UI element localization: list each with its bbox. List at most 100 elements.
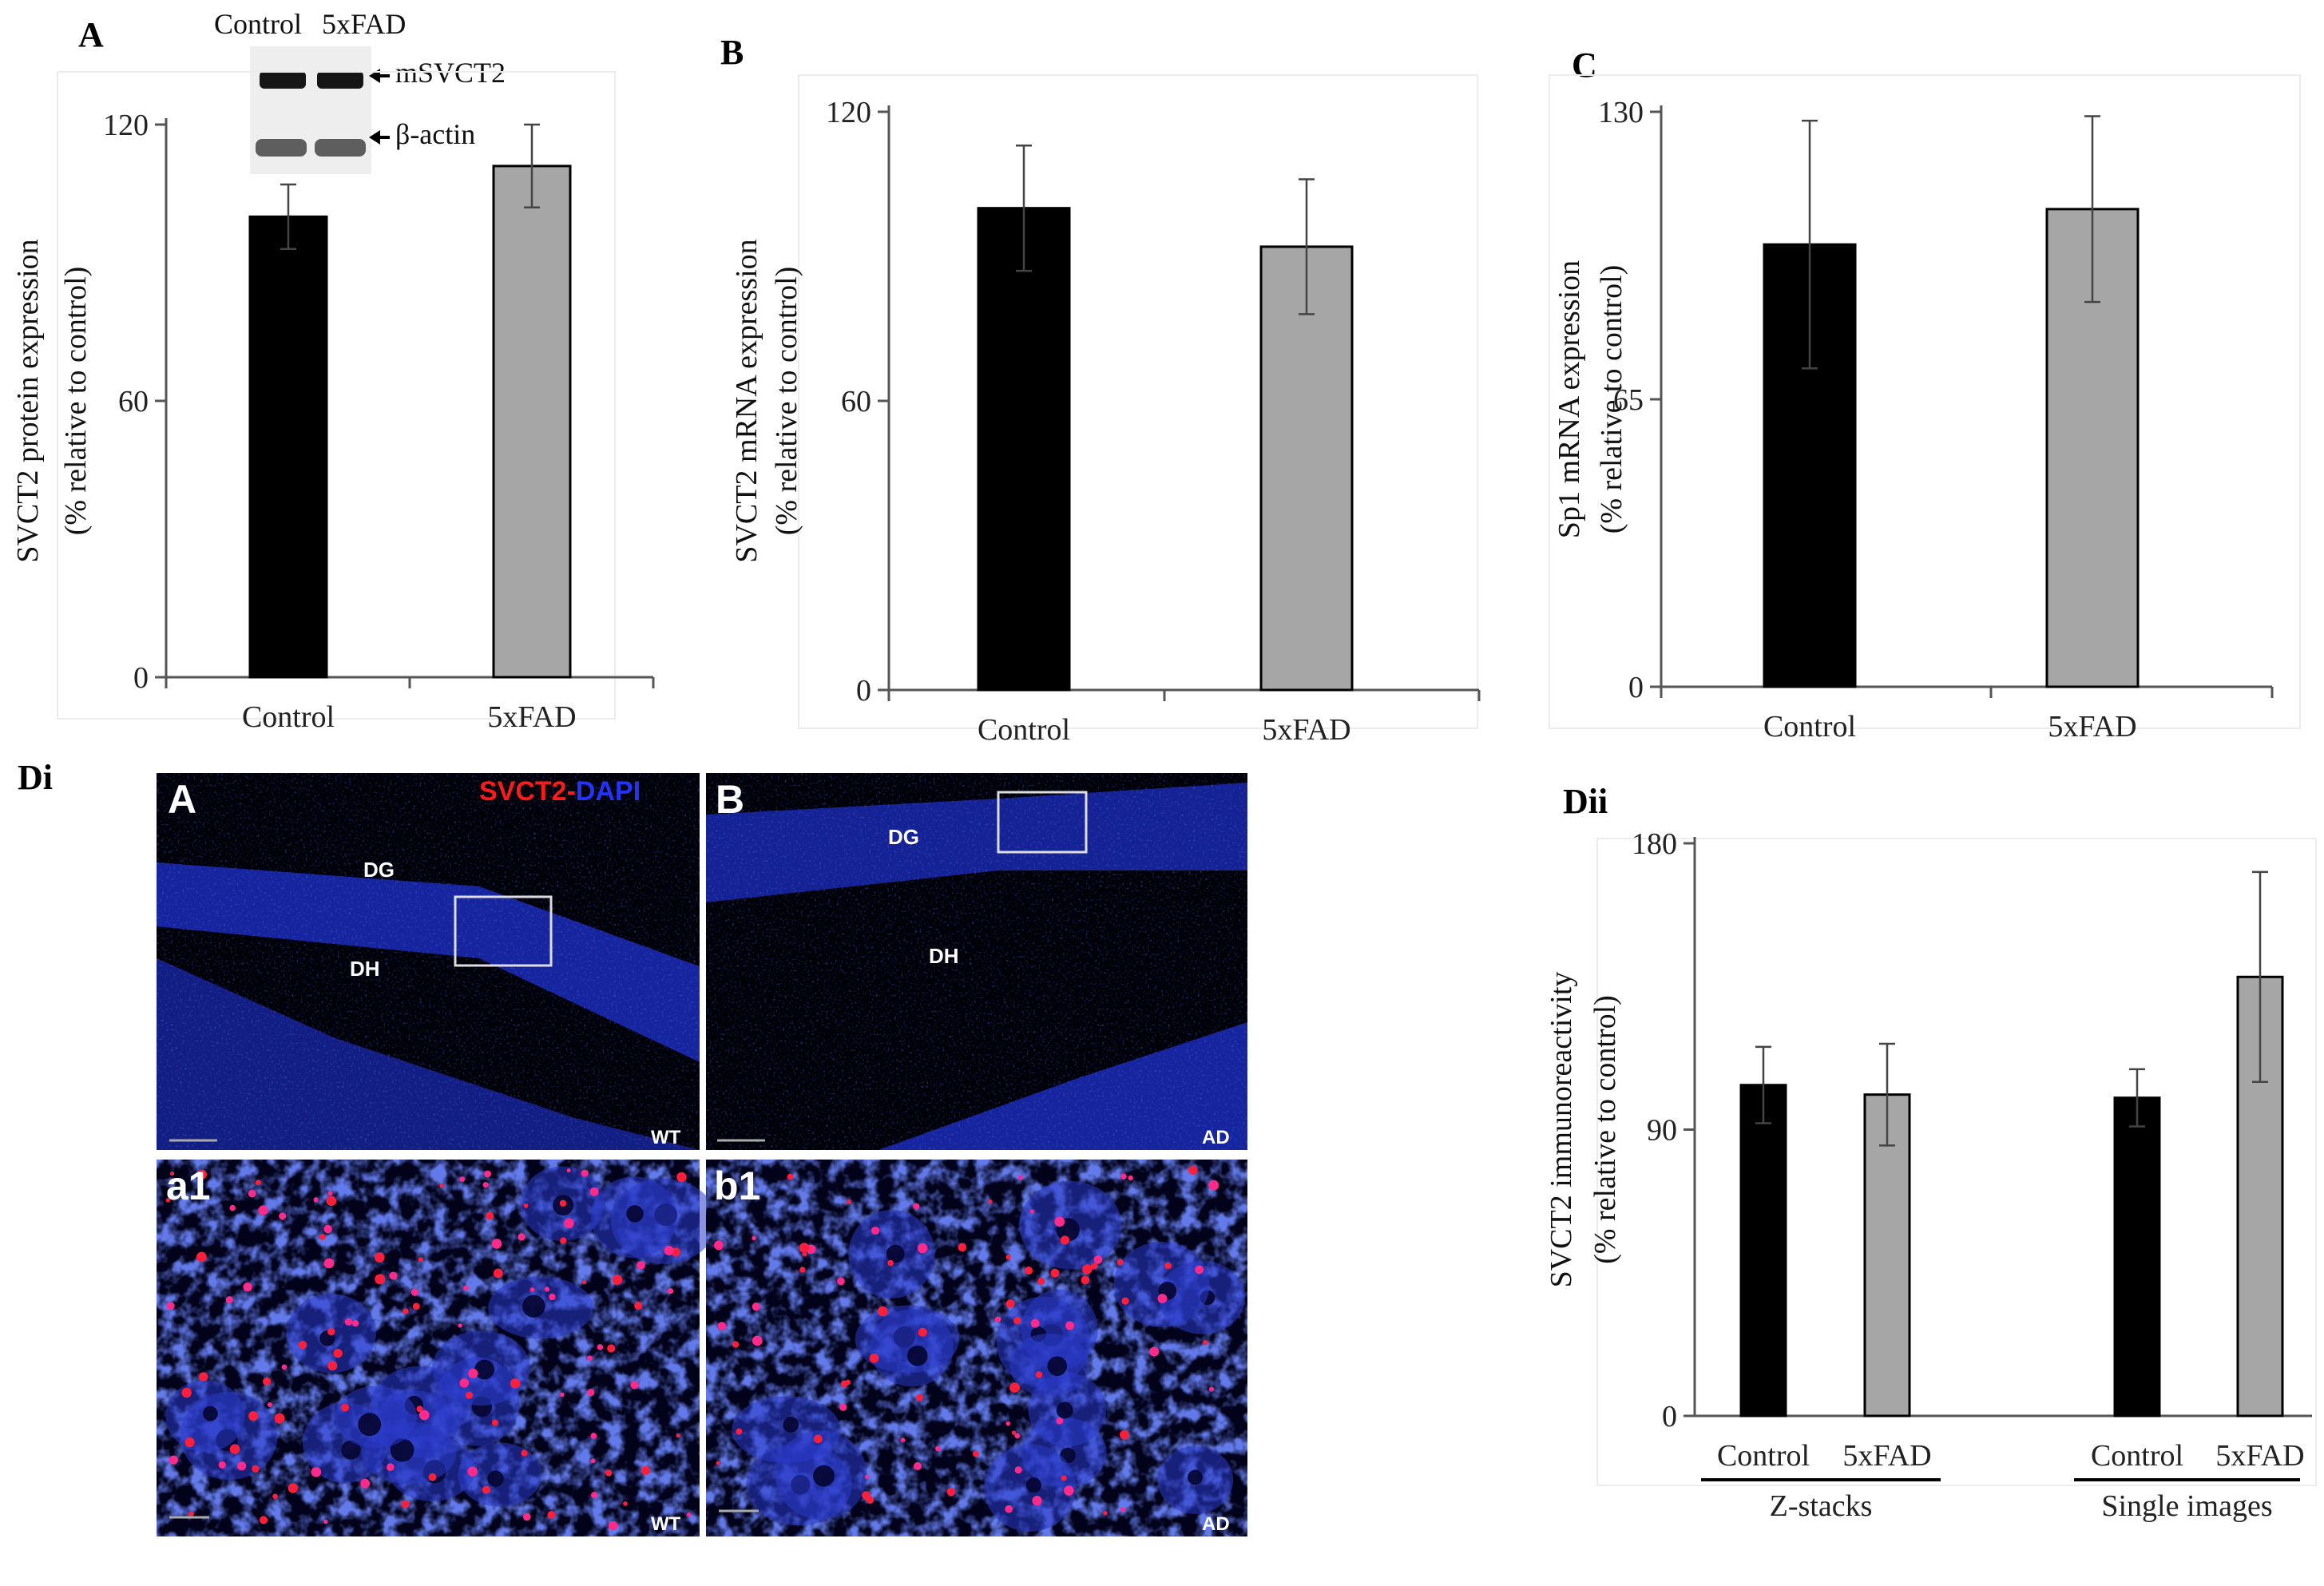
x-tick-label: 5xFAD	[2215, 1439, 2304, 1473]
blot-band-actin-5xfad	[315, 139, 366, 157]
y-tick-label: 0	[1628, 671, 1644, 704]
punctum	[327, 1361, 338, 1371]
punctum	[1116, 1259, 1124, 1266]
punctum	[1054, 1216, 1065, 1227]
x-tick-label: 5xFAD	[2048, 710, 2136, 743]
punctum	[1064, 1485, 1074, 1496]
micrograph-letter-a1: a1	[166, 1164, 211, 1208]
punctum	[664, 1246, 674, 1255]
punctum	[1056, 1417, 1064, 1425]
punctum	[386, 1463, 395, 1472]
group-label: Z-stacks	[1770, 1489, 1873, 1523]
punctum	[913, 1461, 922, 1470]
punctum	[311, 1467, 322, 1477]
y-axis-label: (% relative to control)	[1595, 265, 1628, 534]
region-label-dh: DH	[929, 944, 959, 968]
punctum	[581, 1279, 587, 1285]
western-blot: Control 5xFAD mSVCT2 β-actin	[214, 8, 506, 174]
punctum	[274, 1413, 285, 1424]
micrograph-letter-b: B	[716, 777, 744, 822]
stain-legend: SVCT2-DAPI	[479, 776, 640, 807]
punctum	[1208, 1180, 1220, 1191]
punctum	[671, 1247, 680, 1257]
punctum	[468, 1368, 478, 1378]
punctum	[869, 1353, 879, 1363]
punctum	[1029, 1209, 1035, 1214]
x-tick-label: 5xFAD	[1842, 1439, 1931, 1473]
x-tick-label: Control	[242, 700, 335, 734]
punctum	[845, 1379, 851, 1386]
punctum	[184, 1437, 195, 1448]
punctum	[1128, 1175, 1133, 1181]
punctum	[344, 1318, 353, 1326]
y-axis-label: SVCT2 immunoreactivity	[1545, 972, 1578, 1288]
punctum	[225, 1296, 233, 1304]
punctum	[591, 1491, 598, 1499]
punctum	[1081, 1275, 1090, 1285]
punctum	[802, 1251, 807, 1257]
nucleolus	[1056, 1402, 1073, 1419]
punctum	[243, 1282, 252, 1292]
y-axis-label: (% relative to control)	[770, 267, 803, 536]
punctum	[612, 1275, 623, 1285]
punctum	[946, 1487, 956, 1497]
blot-band-actin-control	[256, 139, 307, 157]
punctum	[218, 1461, 226, 1469]
punctum	[544, 1287, 550, 1292]
punctum	[333, 1348, 343, 1358]
punctum	[1060, 1235, 1070, 1245]
punctum	[676, 1172, 687, 1183]
nucleolus	[341, 1440, 361, 1460]
punctum	[973, 1450, 980, 1457]
punctum	[259, 1516, 268, 1525]
punctum	[1014, 1433, 1021, 1439]
panel-dii: Dii 0 90 180 Control 5xFAD Control 5xFAD Z-stac…	[1545, 782, 2317, 1523]
punctum	[351, 1319, 359, 1327]
punctum	[752, 1335, 763, 1346]
punctum	[605, 1469, 613, 1477]
punctum	[466, 1391, 474, 1399]
punctum	[467, 1466, 478, 1477]
punctum	[634, 1301, 643, 1310]
punctum	[590, 1433, 597, 1440]
punctum	[799, 1243, 810, 1254]
punctum	[637, 1261, 645, 1270]
punctum	[887, 1259, 894, 1267]
micrograph-a1-wt: a1 WT	[157, 1160, 717, 1536]
punctum	[1082, 1264, 1093, 1275]
punctum	[547, 1511, 556, 1519]
y-tick-label: 0	[133, 661, 149, 695]
punctum	[463, 1285, 469, 1291]
punctum	[169, 1455, 178, 1465]
punctum	[862, 1491, 871, 1500]
punctum	[323, 1519, 328, 1525]
punctum	[522, 1513, 531, 1521]
punctum	[459, 1378, 470, 1388]
nucleolus	[886, 1244, 905, 1263]
punctum	[1120, 1429, 1129, 1440]
nucleolus	[487, 1470, 504, 1487]
chart-dii: 0 90 180 Control 5xFAD Control 5xFAD Z-stacks Si…	[1545, 827, 2317, 1523]
svct2-puncta	[165, 1166, 717, 1531]
svct2-puncta	[714, 1165, 1246, 1532]
punctum	[298, 1340, 307, 1350]
y-tick-label: 120	[826, 96, 871, 129]
punctum	[262, 1377, 272, 1386]
punctum	[587, 1389, 595, 1397]
punctum	[281, 1364, 288, 1370]
blot-band-svct2-control	[260, 71, 306, 89]
genotype-label-ad: AD	[1202, 1127, 1230, 1148]
micrograph-letter-a: A	[168, 777, 196, 822]
punctum	[255, 1180, 261, 1186]
punctum	[197, 1169, 208, 1180]
punctum	[1065, 1321, 1075, 1330]
punctum	[165, 1198, 171, 1203]
punctum	[918, 1327, 927, 1337]
x-tick-label: Control	[2091, 1439, 2183, 1473]
y-axis-label: (% relative to control)	[59, 267, 93, 536]
blot-lane-label-control: Control	[214, 8, 302, 40]
punctum	[1121, 1297, 1129, 1305]
region-label-dh: DH	[350, 957, 380, 981]
panel-b: B 0 60 120 Control 5xFAD SVCT2 mRNA expressio…	[720, 33, 1481, 747]
punctum	[589, 1187, 599, 1196]
